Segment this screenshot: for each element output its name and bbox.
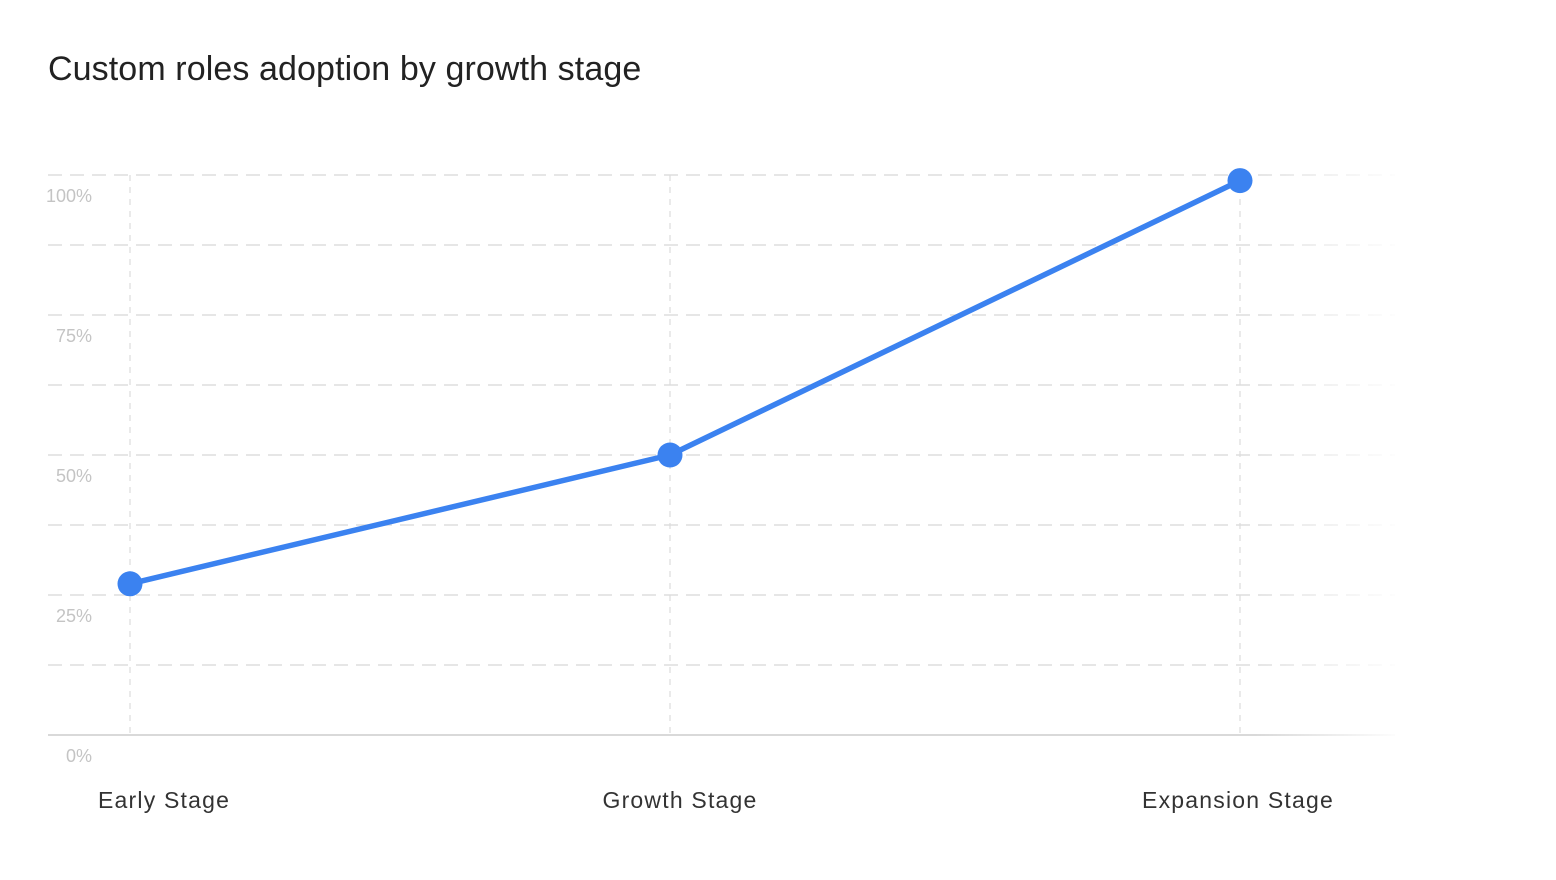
- chart-title: Custom roles adoption by growth stage: [48, 50, 642, 88]
- x-tick-label: Expansion Stage: [1142, 787, 1334, 813]
- data-point: [117, 571, 143, 597]
- y-tick-label: 25%: [56, 606, 92, 626]
- tick-labels: 0% 25% 50% 75% 100% Early Stage Growth Stage Ex…: [46, 186, 1334, 813]
- data-point: [1227, 168, 1253, 194]
- series: [117, 168, 1253, 597]
- axes: [48, 167, 1405, 741]
- grid-lines: [48, 174, 1395, 735]
- y-tick-label: 100%: [46, 186, 92, 206]
- x-tick-label: Early Stage: [98, 787, 230, 813]
- y-tick-label: 50%: [56, 466, 92, 486]
- data-point: [657, 442, 683, 468]
- grid-fade-overlay: [1255, 167, 1405, 741]
- y-tick-label: 0%: [66, 746, 92, 766]
- y-tick-label: 75%: [56, 326, 92, 346]
- series-line: [127, 177, 1243, 587]
- x-tick-label: Growth Stage: [602, 787, 757, 813]
